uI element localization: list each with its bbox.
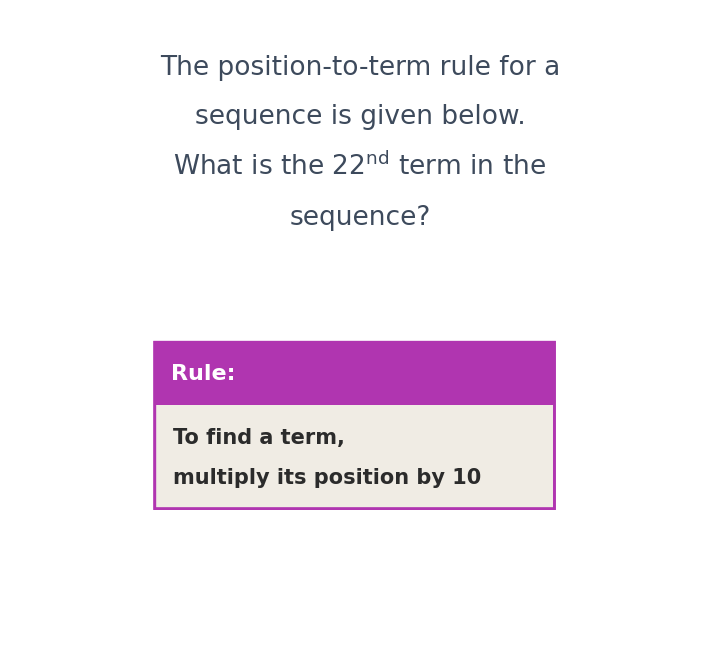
Text: What is the $22^{\mathsf{nd}}$ term in the: What is the $22^{\mathsf{nd}}$ term in t… xyxy=(174,152,546,181)
Text: sequence?: sequence? xyxy=(289,205,431,231)
FancyBboxPatch shape xyxy=(155,342,554,509)
Text: To find a term,: To find a term, xyxy=(173,428,345,449)
Bar xyxy=(155,406,554,509)
Text: sequence is given below.: sequence is given below. xyxy=(194,104,526,130)
FancyBboxPatch shape xyxy=(155,342,554,509)
Text: multiply its position by 10: multiply its position by 10 xyxy=(173,467,481,488)
Text: Rule:: Rule: xyxy=(171,364,235,384)
Text: The position-to-term rule for a: The position-to-term rule for a xyxy=(160,55,560,82)
